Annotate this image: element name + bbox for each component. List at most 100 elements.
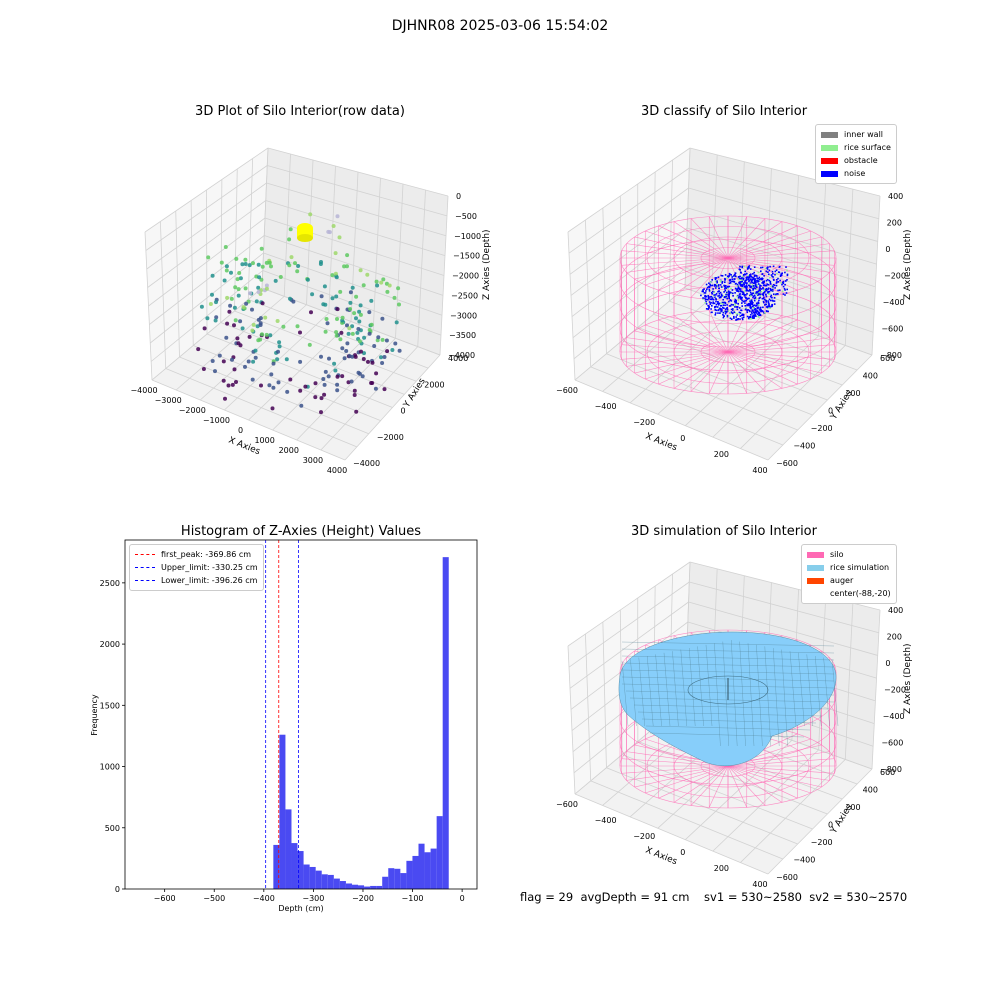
data-point (729, 312, 732, 314)
silo-spoke (727, 351, 811, 380)
z-tick-label: −3000 (450, 311, 477, 320)
panel3-histogram[interactable]: −600 −500 −400 −300 −200 −100 0 0 500 1000 1500 200… (0, 500, 500, 1000)
data-point (729, 317, 732, 320)
panel4-3d-simulation[interactable]: −600−400−2000200400−600−400−200020040060… (500, 500, 1000, 1000)
y-tick-label: −600 (776, 459, 798, 468)
data-point (747, 278, 749, 281)
data-point (230, 382, 235, 387)
data-point (715, 294, 717, 296)
silo-spoke (626, 351, 729, 367)
data-point (764, 267, 767, 270)
data-point (240, 326, 245, 331)
data-point (769, 306, 771, 309)
silo-spoke (708, 351, 729, 394)
data-point (396, 286, 401, 291)
data-point (379, 280, 384, 285)
silo-spoke (727, 351, 748, 394)
data-point (754, 308, 757, 310)
data-point (706, 286, 709, 289)
data-point (766, 283, 768, 285)
data-point (758, 299, 760, 302)
data-point (240, 262, 245, 267)
y-tick-label: 600 (880, 768, 895, 777)
data-point (354, 294, 359, 299)
data-point (718, 295, 721, 297)
data-point (746, 272, 748, 275)
data-point (708, 286, 711, 289)
data-point (714, 278, 717, 281)
data-point (744, 280, 746, 283)
mesh-line (714, 643, 721, 747)
data-point (733, 311, 736, 313)
data-point (741, 266, 743, 269)
data-point (780, 273, 783, 275)
histogram-bar (297, 851, 304, 889)
mesh-line (621, 660, 629, 727)
data-point (241, 305, 246, 310)
data-point (733, 315, 735, 318)
data-point (724, 304, 726, 307)
data-point (767, 300, 770, 302)
data-point (288, 377, 293, 382)
data-point (762, 294, 765, 297)
data-point (380, 316, 385, 321)
x-tick-label: 1000 (254, 436, 274, 445)
mesh-line (722, 641, 729, 747)
x-tick-label: 2000 (279, 446, 299, 455)
data-point (296, 264, 301, 268)
data-point (757, 307, 760, 309)
data-point (748, 284, 750, 287)
data-point (226, 383, 231, 388)
data-point (305, 277, 310, 282)
data-point (357, 371, 362, 376)
data-point (754, 310, 757, 312)
data-point (380, 361, 385, 365)
data-point (234, 380, 238, 384)
data-point (740, 282, 743, 285)
data-point (335, 214, 340, 219)
data-point (713, 295, 715, 297)
grid-line (265, 200, 446, 257)
data-point (735, 316, 737, 318)
data-point (754, 278, 757, 280)
data-point (330, 296, 335, 301)
data-point (358, 268, 363, 273)
data-point (736, 283, 739, 286)
data-point (741, 299, 743, 302)
data-point (742, 275, 744, 278)
data-point (714, 277, 717, 279)
data-point (221, 359, 226, 364)
data-point (737, 278, 740, 280)
silo-spoke (727, 765, 822, 788)
data-point (746, 315, 749, 318)
data-point (715, 305, 717, 308)
data-point (709, 283, 711, 286)
data-point (756, 279, 758, 282)
y-tick-label: −400 (793, 856, 815, 865)
data-point (701, 290, 704, 293)
data-point (777, 277, 779, 280)
data-point (217, 353, 222, 358)
data-point (259, 246, 264, 251)
grid-line (144, 147, 269, 233)
data-point (736, 308, 739, 311)
data-point (775, 284, 778, 287)
data-point (710, 296, 713, 298)
data-point (756, 277, 758, 279)
data-point (716, 302, 719, 305)
data-point (722, 303, 724, 305)
data-point (751, 281, 753, 284)
data-point (744, 286, 746, 288)
panel2-3d-classify[interactable]: −600−400−2000200400−600−400−200020040060… (500, 0, 1000, 500)
data-point (326, 374, 331, 379)
data-point (356, 327, 361, 331)
panel1-3d-scatter[interactable]: −4000−3000−2000−100001000200030004000−40… (0, 0, 500, 500)
data-point (708, 290, 711, 292)
data-point (758, 311, 760, 314)
z-tick-label: −200 (884, 272, 906, 281)
data-point (228, 303, 233, 308)
data-point (714, 314, 717, 316)
data-point (771, 299, 774, 302)
data-point (247, 334, 252, 339)
data-point (726, 285, 729, 288)
